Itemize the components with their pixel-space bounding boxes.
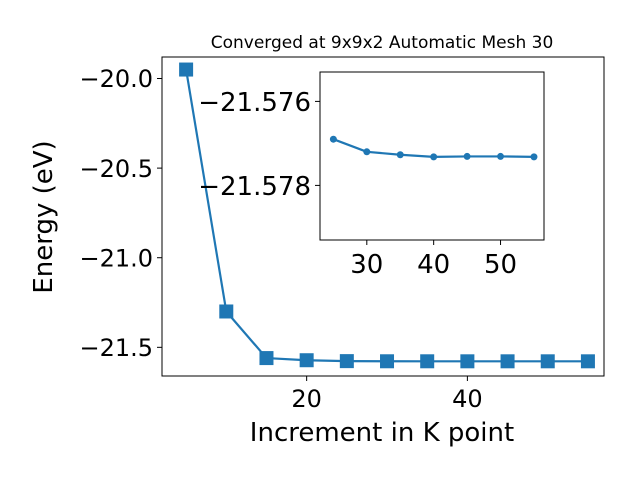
x-tick-label: 20 [291, 385, 322, 413]
data-point [580, 354, 595, 369]
y-axis-label: Energy (eV) [29, 140, 59, 293]
x-tick-label: 40 [452, 385, 483, 413]
main-series [179, 62, 595, 369]
data-point [540, 354, 555, 369]
data-point [329, 135, 337, 143]
data-point [179, 62, 194, 77]
data-point [463, 152, 471, 160]
data-point [219, 304, 234, 319]
y-tick-label: −20.0 [79, 65, 153, 93]
data-point [299, 353, 314, 368]
data-point [363, 148, 371, 156]
inset-axes: 30 40 50 −21.578 −21.576 [198, 71, 545, 280]
data-point [380, 354, 395, 369]
inset-x-ticks: 30 40 50 [350, 240, 517, 280]
x-axis-label: Increment in K point [250, 418, 514, 448]
data-point [500, 354, 515, 369]
y-tick-label: −20.5 [79, 155, 153, 183]
data-point [430, 153, 438, 161]
data-point [259, 351, 274, 366]
data-point [396, 151, 404, 159]
x-tick-label: 30 [350, 250, 383, 280]
main-axes: 20 40 −20.0−20.5−21.0−21.5 [79, 56, 605, 413]
y-tick-label: −21.576 [198, 88, 311, 118]
inset-plot-frame [319, 71, 545, 241]
main-x-ticks: 20 40 [291, 376, 483, 413]
x-tick-label: 50 [484, 250, 517, 280]
y-tick-label: −21.5 [79, 334, 153, 362]
y-tick-label: −21.578 [198, 172, 311, 202]
main-plot-frame [161, 56, 605, 377]
data-point [530, 153, 538, 161]
chart-title: Converged at 9x9x2 Automatic Mesh 30 [211, 33, 554, 53]
main-y-ticks: −20.0 −20.5 −21.0 −21.5 [79, 65, 162, 362]
data-point [339, 354, 354, 369]
y-tick-label: −21.0 [79, 244, 153, 272]
data-point [460, 354, 475, 369]
x-tick-label: 40 [417, 250, 450, 280]
data-point [497, 152, 505, 160]
inset-series [329, 135, 538, 161]
data-point [420, 354, 435, 369]
inset-y-ticks: −21.578 −21.576 [198, 88, 320, 202]
